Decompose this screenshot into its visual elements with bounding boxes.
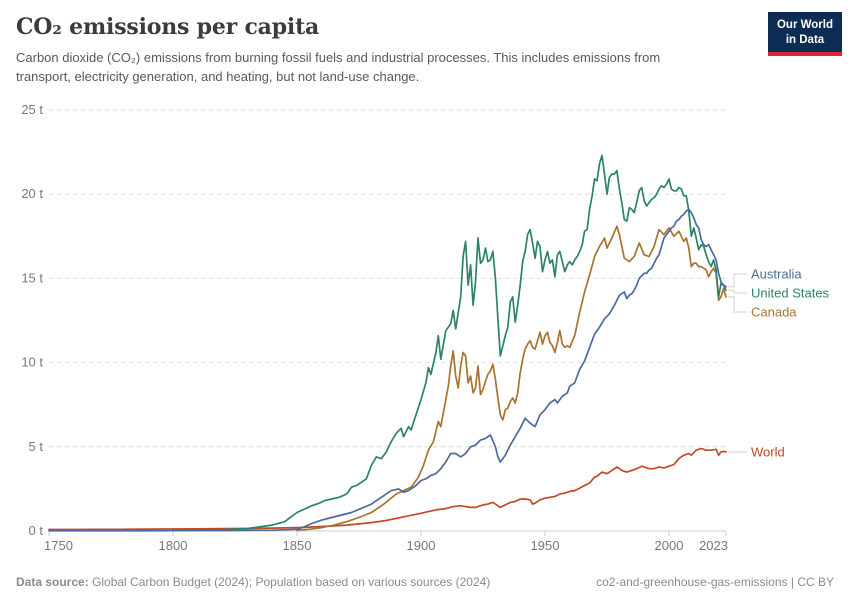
owid-logo-line1: Our World: [776, 19, 833, 31]
series-connector-australia: [728, 273, 747, 288]
x-tick-label: 1850: [283, 538, 312, 553]
series-end-label-canada[interactable]: Canada: [751, 305, 797, 320]
chart-footer: Data source: Global Carbon Budget (2024)…: [16, 575, 834, 589]
x-tick-label: 1900: [407, 538, 436, 553]
data-source-label: Data source:: [16, 575, 89, 589]
data-source-text: Global Carbon Budget (2024); Population …: [88, 575, 491, 589]
x-tick-label: 1750: [44, 538, 73, 553]
x-tick-label: 2000: [655, 538, 684, 553]
chart-series-layer: [48, 154, 727, 532]
series-line-australia[interactable]: [48, 208, 727, 532]
y-tick-label: 10 t: [21, 355, 43, 370]
y-tick-label: 20 t: [21, 186, 43, 201]
chart-label-layer: World Canada United States Australia: [728, 267, 830, 460]
x-tick-label: 1800: [159, 538, 188, 553]
y-tick-label: 0 t: [29, 523, 44, 538]
data-source-note: Data source: Global Carbon Budget (2024)…: [16, 575, 490, 589]
owid-logo[interactable]: Our World in Data: [768, 12, 842, 57]
series-end-label-australia[interactable]: Australia: [751, 267, 802, 282]
chart-subtitle: Carbon dioxide (CO₂) emissions from burn…: [16, 50, 661, 84]
series-connector-united-states: [728, 289, 747, 294]
y-tick-label: 5 t: [29, 439, 44, 454]
series-line-world[interactable]: [48, 447, 727, 531]
series-line-united-states[interactable]: [172, 154, 727, 532]
x-tick-label: 2023: [699, 538, 728, 553]
chart-grid-layer: 0 t 5 t 10 t 15 t 20 t 25 t 1750 1800 1850 1900 19…: [21, 102, 728, 553]
page-title: CO₂ emissions per capita: [16, 14, 320, 40]
y-tick-label: 25 t: [21, 102, 43, 117]
chart-header: CO₂ emissions per capita Carbon dioxide …: [16, 12, 842, 86]
series-connector-canada: [728, 296, 747, 313]
owid-logo-line2: in Data: [785, 33, 825, 46]
series-end-label-world[interactable]: World: [751, 445, 785, 460]
y-tick-label: 15 t: [21, 270, 43, 285]
x-tick-label: 1950: [531, 538, 560, 553]
series-end-label-united-states[interactable]: United States: [751, 286, 830, 301]
series-line-canada[interactable]: [296, 225, 727, 532]
footer-slug-license[interactable]: co2-and-greenhouse-gas-emissions | CC BY: [596, 575, 834, 589]
